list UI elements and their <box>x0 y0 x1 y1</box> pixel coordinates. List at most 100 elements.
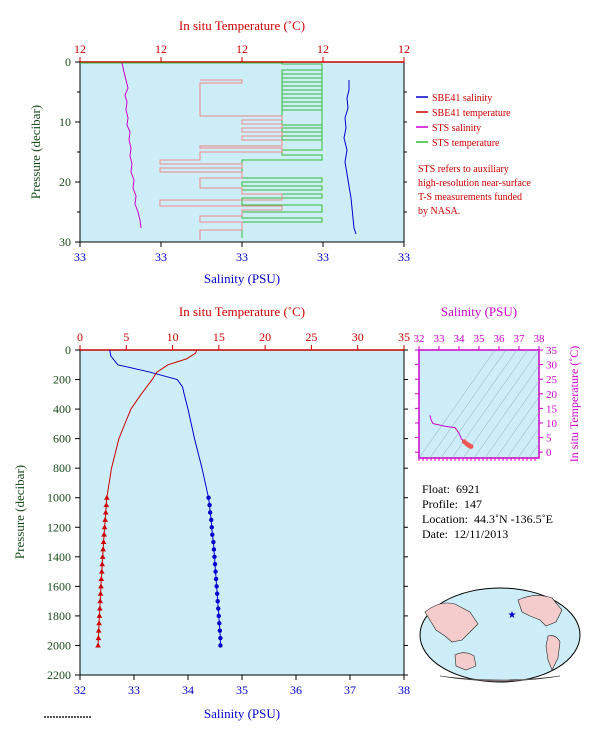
salinity-line <box>109 349 209 498</box>
ts-top-tick-label: 36 <box>494 333 506 345</box>
ts-top-tick-label: 33 <box>434 333 446 345</box>
ts-right-tick-label: 15 <box>546 403 558 415</box>
float-id-value: 6921 <box>456 482 481 496</box>
sts-temperature-trace <box>80 62 323 238</box>
profile-y-tick-label: 1400 <box>47 550 71 564</box>
profile-top-tick-label: 30 <box>352 330 364 344</box>
temperature-deep-samples-point <box>97 598 103 604</box>
temperature-deep-samples-point <box>103 502 110 508</box>
profile-top-tick-label: 5 <box>123 330 129 344</box>
temperature-deep-samples-point <box>98 575 105 581</box>
legend-label-sbe41-salinity: SBE41 salinity <box>432 93 492 104</box>
salinity-deep-samples-point <box>213 569 218 574</box>
temperature-deep-samples-point <box>101 531 107 537</box>
surface-bottom-tick-label: 33 <box>398 250 410 264</box>
salinity-deep-samples-point <box>218 635 223 641</box>
profile-line: Profile: 147 <box>422 497 482 512</box>
ts-isopycnal <box>506 411 539 458</box>
temperature-deep-samples-point <box>102 509 109 515</box>
temperature-deep-samples-point <box>101 524 108 530</box>
legend-label-sts-salinity: STS salinity <box>432 123 481 134</box>
location-line: Location: 44.3˚N -136.5˚E <box>422 512 553 527</box>
ts-isopycnal <box>419 350 496 458</box>
ts-top-tick-label: 38 <box>534 333 546 345</box>
world-map: ★ <box>419 587 581 683</box>
salinity-deep-samples-point <box>206 495 211 500</box>
float-id-line: Float: 6921 <box>422 482 480 497</box>
temperature-deep-samples-point <box>97 590 104 596</box>
salinity-deep-samples-point <box>211 539 216 545</box>
map-land-asia <box>424 602 479 643</box>
profile-top-tick-label: 35 <box>398 330 410 344</box>
surface-y-tick-label: 0 <box>65 55 71 69</box>
profile-top-tick-label: 0 <box>77 330 83 344</box>
profile-bottom-tick-label: 35 <box>236 683 248 697</box>
float-location-marker: ★ <box>508 610 517 621</box>
date-value: 12/11/2013 <box>454 527 509 541</box>
profile-y-tick-label: 400 <box>53 402 71 416</box>
sbe41-salinity-trace <box>343 80 357 235</box>
temperature-deep-samples-point <box>104 494 110 500</box>
temperature-deep-samples-point <box>99 561 106 567</box>
salinity-deep-samples-point <box>212 562 218 567</box>
salinity-deep-samples-point <box>207 502 212 508</box>
salinity-deep-samples-point <box>215 598 220 604</box>
profile-plot-area <box>79 349 405 676</box>
sts-note-line-1: STS refers to auxiliary <box>418 164 509 175</box>
sts-salinity-trace <box>121 62 142 229</box>
temperature-deep-samples-point <box>96 612 103 618</box>
ts-isopycnal <box>528 443 539 458</box>
surface-panel: In situ Temperature (˚C) Salinity (PSU) … <box>28 18 531 286</box>
ts-top-tick-label: 35 <box>474 333 486 345</box>
profile-y-tick-label: 0 <box>65 343 71 357</box>
ts-isopycnal <box>473 365 539 458</box>
surface-bottom-tick-label: 33 <box>74 250 86 264</box>
profile-bottom-tick-label: 34 <box>182 683 194 697</box>
date-label: Date: <box>422 527 448 541</box>
profile-top-tick-label: 10 <box>167 330 179 344</box>
ts-right-tick-label: 25 <box>546 374 558 386</box>
profile-y-tick-label: 1000 <box>47 491 71 505</box>
ts-isopycnal <box>451 350 529 458</box>
surface-top-axis-label: In situ Temperature (˚C) <box>179 18 305 33</box>
temperature-deep-samples-point <box>100 539 107 545</box>
surface-top-tick-label: 12 <box>74 42 86 56</box>
ts-top-tick-label: 37 <box>514 333 526 345</box>
profile-y-tick-label: 600 <box>53 432 71 446</box>
profile-y-tick-label: 2200 <box>47 668 71 682</box>
ts-panel: Salinity (PSU) In situ Temperature (˚C) … <box>414 304 582 463</box>
profile-top-tick-label: 20 <box>259 330 271 344</box>
ts-isopycnal <box>429 350 507 458</box>
temperature-deep-samples-point <box>102 516 108 522</box>
salinity-deep-samples-point <box>214 584 219 589</box>
profile-value: 147 <box>464 497 482 511</box>
profile-y-tick-label: 200 <box>53 373 71 387</box>
profile-ylabel: Pressure (decibar) <box>12 465 27 559</box>
profile-label: Profile: <box>422 497 458 511</box>
ts-right-tick-label: 30 <box>546 360 558 372</box>
ts-top-axis-label: Salinity (PSU) <box>441 304 517 319</box>
temperature-deep-samples-point <box>98 583 104 589</box>
profile-top-tick-label: 15 <box>213 330 225 344</box>
temperature-deep-samples-point <box>97 605 103 611</box>
profile-y-tick-label: 800 <box>53 461 71 475</box>
ts-right-tick-label: 0 <box>546 447 552 459</box>
surface-ylabel: Pressure (decibar) <box>28 105 43 199</box>
date-line: Date: 12/11/2013 <box>422 527 508 542</box>
temperature-deep-samples-point <box>96 620 102 626</box>
ts-ylabel: In situ Temperature (˚C) <box>567 346 581 463</box>
salinity-deep-samples-point <box>217 621 222 626</box>
sts-note-line-2: high-resolution near-surface <box>418 178 531 189</box>
profile-top-axis-label: In situ Temperature (˚C) <box>179 304 305 319</box>
temperature-line <box>106 349 198 498</box>
surface-top-tick-label: 12 <box>398 42 410 56</box>
surface-legend: SBE41 salinity SBE41 temperature STS sal… <box>416 93 531 217</box>
temperature-deep-samples-point <box>98 568 105 574</box>
ts-isopycnal <box>484 380 539 458</box>
surface-y-tick-label: 30 <box>59 235 71 249</box>
profile-bottom-tick-label: 37 <box>344 683 356 697</box>
surface-top-tick-label: 12 <box>317 42 329 56</box>
surface-bottom-tick-label: 33 <box>236 250 248 264</box>
temperature-deep-samples-point <box>95 635 102 641</box>
profile-bottom-tick-label: 32 <box>74 683 86 697</box>
